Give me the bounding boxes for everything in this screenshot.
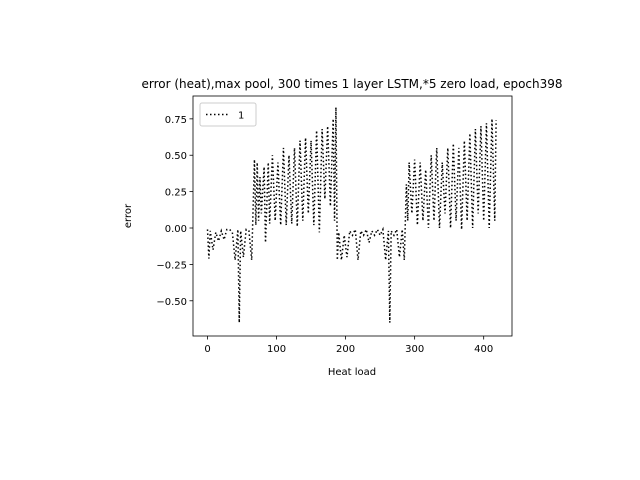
y-tick-label: 0.50: [165, 151, 187, 162]
x-tick-label: 300: [405, 344, 424, 355]
x-tick-label: 400: [474, 344, 493, 355]
plot-frame: [192, 95, 513, 337]
y-tick-label: 0.75: [165, 115, 187, 126]
x-tick-label: 200: [336, 344, 355, 355]
chart-title: error (heat),max pool, 300 times 1 layer…: [141, 77, 562, 91]
y-axis-label: error: [123, 203, 134, 228]
legend-label: 1: [238, 111, 244, 122]
data-line: [206, 107, 497, 323]
legend-box: [199, 102, 257, 127]
x-axis-label: Heat load: [328, 367, 376, 378]
x-tick-label: 0: [204, 344, 210, 355]
y-tick-label: −0.25: [156, 260, 187, 271]
x-tick-label: 100: [267, 344, 286, 355]
y-tick-label: 0.25: [165, 188, 187, 199]
y-tick-label: 0.00: [165, 224, 187, 235]
y-tick-label: −0.50: [156, 297, 187, 308]
